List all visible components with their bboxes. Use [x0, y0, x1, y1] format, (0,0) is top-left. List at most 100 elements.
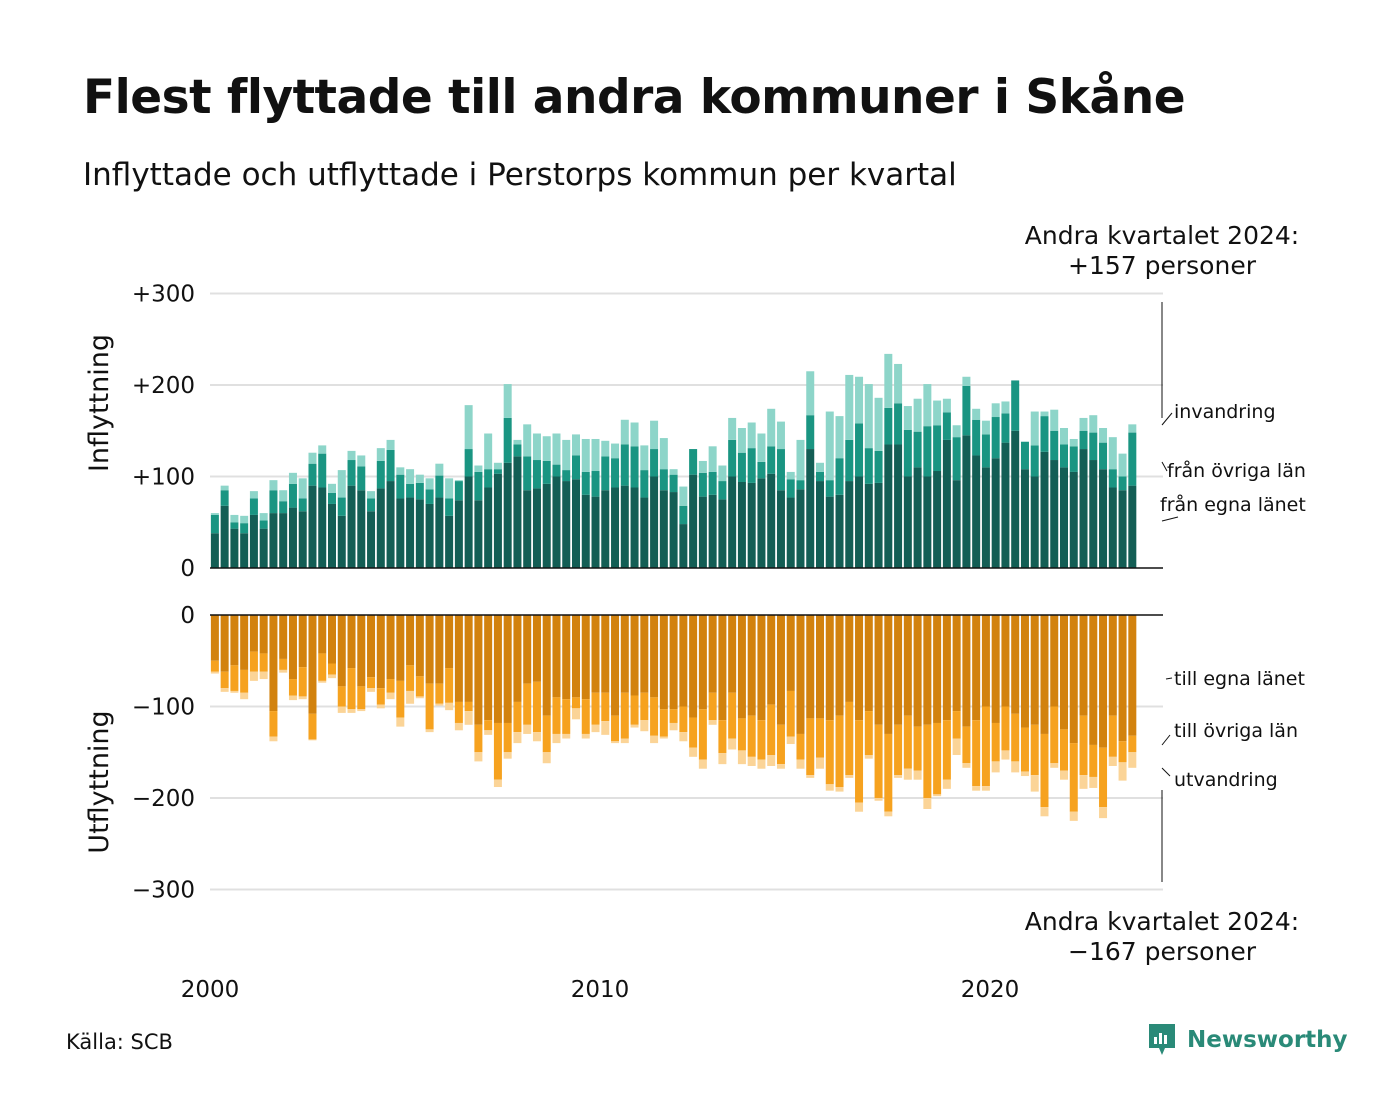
bar-inflyttning-2 [796, 480, 805, 490]
bar-utflyttning-2 [572, 697, 580, 709]
bar-inflyttning-3 [981, 420, 990, 435]
bar-utflyttning-3 [864, 755, 873, 759]
bar-inflyttning-2 [240, 523, 249, 534]
bar-utflyttning-2 [1030, 724, 1039, 776]
series-label-invandring: invandring [1174, 401, 1276, 423]
bar-utflyttning-1 [318, 615, 327, 654]
bar-inflyttning-2 [1011, 380, 1020, 431]
bar-utflyttning-1 [747, 615, 756, 716]
bar-utflyttning-3 [503, 752, 512, 759]
bar-utflyttning-3 [279, 669, 288, 673]
bar-inflyttning-1 [357, 490, 366, 568]
bar-utflyttning-2 [698, 709, 707, 760]
bar-utflyttning-1 [493, 615, 502, 723]
bar-utflyttning-1 [542, 615, 551, 716]
bar-utflyttning-2 [659, 709, 668, 737]
bar-utflyttning-2 [757, 720, 766, 760]
bar-inflyttning-3 [796, 439, 805, 481]
bar-utflyttning-2 [767, 704, 776, 755]
bar-inflyttning-3 [894, 363, 903, 404]
bar-utflyttning-2 [464, 701, 473, 712]
bar-inflyttning-3 [816, 462, 824, 472]
bar-inflyttning-1 [445, 515, 454, 568]
bar-inflyttning-3 [288, 472, 297, 484]
bar-inflyttning-2 [855, 423, 864, 477]
bar-utflyttning-3 [367, 688, 376, 692]
bar-inflyttning-1 [347, 485, 356, 568]
bar-inflyttning-2 [972, 419, 981, 456]
bar-utflyttning-2 [552, 697, 561, 734]
bar-inflyttning-1 [767, 473, 776, 568]
bar-inflyttning-1 [328, 503, 336, 568]
bar-inflyttning-3 [640, 445, 649, 471]
bar-utflyttning-1 [630, 615, 639, 696]
bar-utflyttning-3 [786, 736, 795, 745]
bar-inflyttning-2 [718, 481, 727, 500]
bar-utflyttning-3 [650, 735, 659, 744]
bar-utflyttning-1 [249, 615, 258, 652]
bar-utflyttning-1 [454, 615, 463, 702]
bar-utflyttning-1 [357, 615, 366, 687]
bar-inflyttning-1 [591, 496, 600, 568]
chart-title: Flest flyttade till andra kommuner i Skå… [83, 70, 1186, 125]
bar-inflyttning-2 [659, 469, 668, 491]
bar-utflyttning-3 [1030, 775, 1039, 792]
newsworthy-logo[interactable]: Newsworthy [1147, 1022, 1348, 1058]
bar-inflyttning-2 [1079, 430, 1088, 450]
bar-inflyttning-3 [659, 438, 668, 470]
bar-inflyttning-1 [1128, 485, 1137, 568]
bar-utflyttning-3 [620, 738, 629, 744]
bar-inflyttning-1 [786, 497, 795, 568]
bar-inflyttning-3 [611, 443, 620, 459]
bar-inflyttning-2 [825, 480, 834, 497]
bar-inflyttning-1 [620, 485, 629, 568]
bar-inflyttning-1 [532, 488, 541, 568]
bar-utflyttning-3 [474, 752, 483, 762]
bar-inflyttning-3 [1001, 401, 1010, 414]
bar-inflyttning-2 [747, 448, 756, 483]
x-tick-label: 2010 [571, 977, 630, 1003]
bar-inflyttning-1 [484, 487, 493, 568]
bar-utflyttning-3 [747, 756, 756, 766]
bar-inflyttning-3 [562, 439, 571, 471]
bar-utflyttning-2 [1069, 743, 1078, 812]
bar-inflyttning-2 [230, 522, 239, 529]
bar-utflyttning-2 [884, 733, 893, 812]
bar-inflyttning-1 [308, 485, 317, 568]
bar-utflyttning-2 [1079, 715, 1088, 776]
bar-utflyttning-3 [269, 736, 278, 742]
bar-utflyttning-3 [962, 763, 971, 768]
bar-inflyttning-2 [396, 474, 405, 499]
bar-utflyttning-1 [708, 615, 717, 693]
bar-inflyttning-2 [474, 471, 483, 501]
bar-utflyttning-2 [903, 715, 912, 769]
bar-utflyttning-1 [659, 615, 668, 710]
bar-inflyttning-2 [308, 463, 317, 486]
bar-inflyttning-2 [679, 505, 688, 525]
bar-utflyttning-1 [503, 615, 512, 723]
bar-inflyttning-3 [298, 478, 307, 499]
bar-inflyttning-2 [542, 460, 551, 484]
bar-inflyttning-3 [1060, 428, 1068, 445]
series-label-till-ovriga-lan: till övriga län [1174, 720, 1298, 742]
bar-inflyttning-3 [620, 419, 629, 445]
bar-inflyttning-2 [259, 520, 268, 529]
bar-inflyttning-2 [903, 429, 912, 477]
bar-utflyttning-1 [210, 615, 219, 661]
bar-utflyttning-1 [913, 615, 922, 727]
bar-inflyttning-3 [328, 483, 336, 493]
bar-inflyttning-1 [542, 483, 551, 568]
bar-utflyttning-2 [1099, 747, 1108, 808]
bar-inflyttning-1 [806, 449, 815, 568]
bar-utflyttning-2 [445, 668, 454, 703]
bar-utflyttning-1 [1020, 615, 1029, 728]
bar-utflyttning-1 [884, 615, 893, 734]
bar-inflyttning-3 [786, 471, 795, 480]
bar-utflyttning-3 [952, 738, 961, 755]
bar-utflyttning-3 [562, 733, 571, 739]
bar-utflyttning-3 [806, 775, 815, 778]
bar-inflyttning-2 [708, 471, 717, 495]
bar-utflyttning-2 [542, 715, 551, 753]
bar-inflyttning-2 [376, 460, 385, 489]
